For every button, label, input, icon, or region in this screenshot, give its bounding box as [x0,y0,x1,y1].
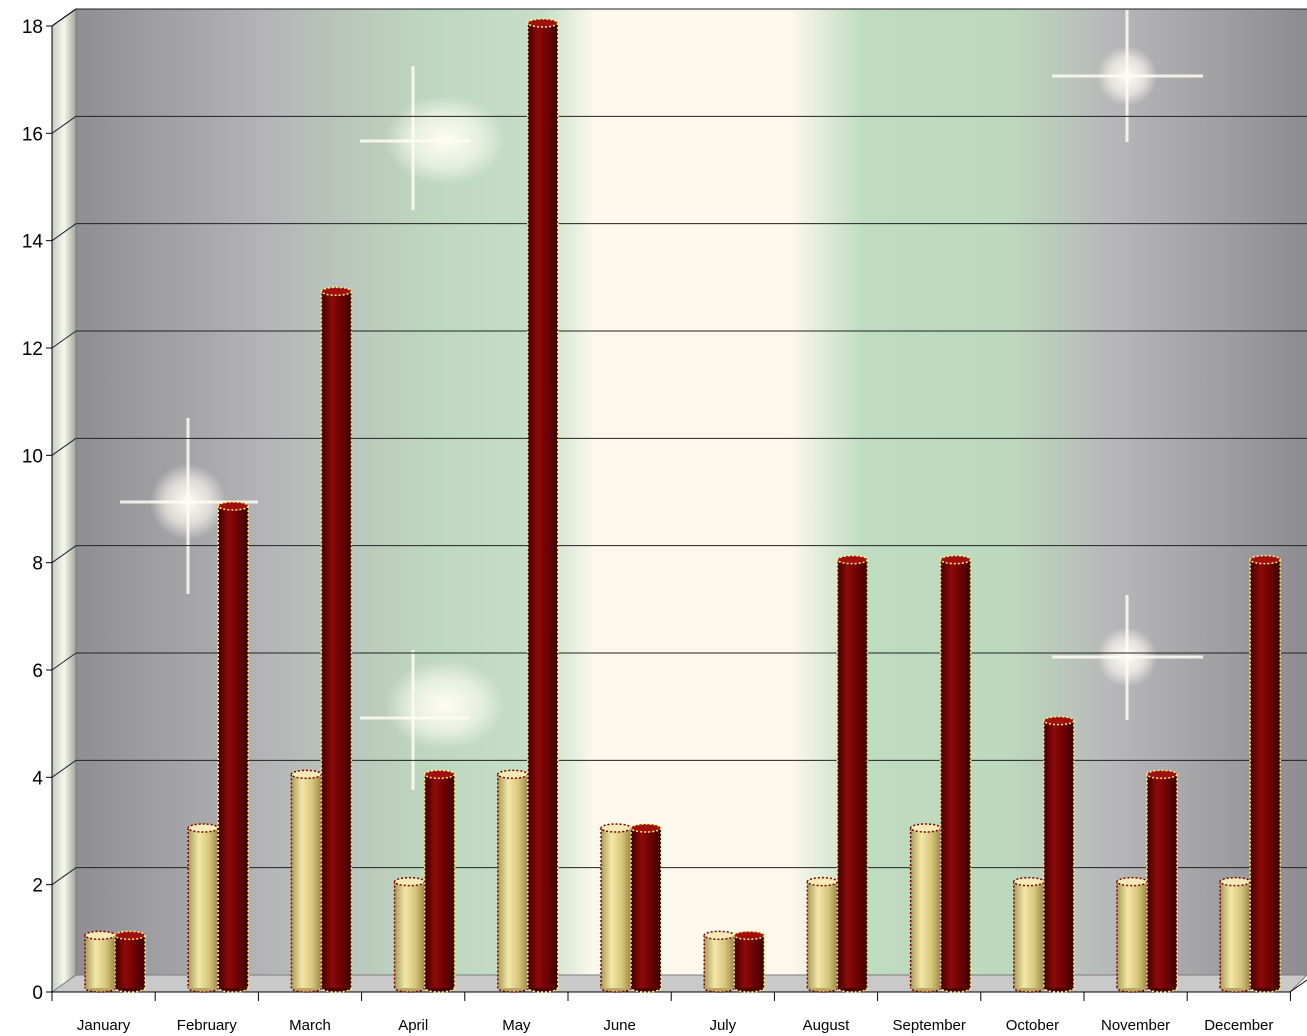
y-tick-label: 14 [22,232,44,253]
bar-series-2 [733,930,765,993]
bar-series-1 [703,930,735,993]
x-tick-label: April [398,1017,428,1034]
y-tick-label: 18 [22,17,43,38]
bar-series-2 [320,286,353,993]
bar-series-1 [806,876,839,993]
bar-series-2 [1249,554,1281,993]
x-tick-label: December [1204,1017,1273,1034]
y-axis-top-edge [51,8,77,27]
y-axis: 0 2 4 6 8 10 12 14 16 18 [22,8,77,1004]
bar-series-2 [939,554,972,993]
bar-series-2 [630,823,662,993]
y-tick-label: 6 [32,661,43,682]
x-axis: January February March April May June July Augu… [51,979,1307,1034]
bar-series-1 [600,823,632,993]
bar-series-1 [393,876,426,993]
y-tick-label: 4 [32,768,43,789]
y-tick-label: 16 [22,124,43,145]
gridlines [51,8,1307,886]
gridline-depth [51,115,77,134]
x-tick-label: July [709,1017,736,1034]
bar-series-2 [217,501,249,993]
x-tick-label: August [803,1017,851,1034]
bar-series-1 [290,769,323,993]
gridline-depth [51,223,77,242]
bar-series-2 [527,18,559,993]
bar-series [84,18,1281,993]
x-tick-label: June [603,1017,636,1034]
sparkle-decoration [120,10,1203,790]
bar-series-1 [497,769,529,993]
x-tick-label: October [1006,1017,1059,1034]
x-tick-label: November [1101,1017,1170,1034]
bar-series-1 [187,823,219,993]
bar-series-1 [909,823,942,993]
y-tick-label: 12 [22,339,43,360]
plot-left-wall [51,8,77,993]
bar-series-2 [836,554,869,993]
x-axis-end-edge [1289,979,1307,993]
x-tick-label: May [502,1017,531,1034]
bar-series-2 [423,769,456,993]
bar-series-1 [1116,876,1148,993]
bar-series-1 [1013,876,1045,993]
x-tick-label: March [289,1017,331,1034]
bar-series-2 [1043,715,1075,993]
plot-back-wall [76,9,1307,975]
bar-series-1 [84,930,116,993]
x-tick-label: January [77,1017,131,1034]
gridline-depth [51,867,77,886]
y-tick-label: 10 [22,446,43,467]
gridline-depth [51,759,77,778]
bar-series-1 [1219,876,1251,993]
y-tick-label: 8 [32,554,43,575]
gridline-depth [51,545,77,564]
bar-series-2 [114,930,146,993]
y-tick-label: 2 [32,876,43,897]
bar-series-2 [1146,769,1178,993]
x-tick-label: February [177,1017,238,1034]
gridline-depth [51,652,77,671]
gridline-depth [51,330,77,349]
y-tick-label: 0 [32,983,43,1004]
x-tick-label: September [893,1017,966,1034]
gridline-depth [51,437,77,456]
